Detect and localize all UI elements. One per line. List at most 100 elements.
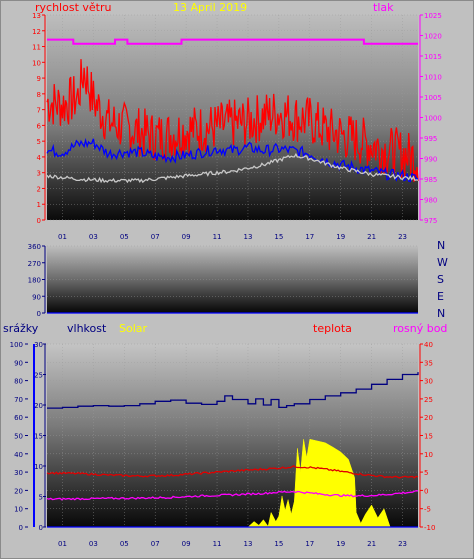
temperature-tick-label: 20 [424,414,433,422]
series-gust_low [46,152,419,184]
pressure-tick-label: 1025 [424,12,442,20]
direction-label-w: W [437,256,448,269]
series-pressure [47,38,418,45]
series-humidity [47,372,419,409]
wind-speed-tick-label: 4 [37,154,42,162]
legend-humidity: vlhkost [67,322,107,335]
direction-tick-label: 90 [32,293,41,301]
rain-tick-label: 90 [14,359,23,367]
pressure-tick-label: 1010 [424,74,442,82]
series-gust [46,59,419,182]
top-x-tick-label: 17 [305,233,314,241]
top-x-tick-label: 11 [213,233,222,241]
temperature-tick-label: 10 [424,451,433,459]
rain-tick-label: 50 [14,433,23,441]
legend-temperature: teplota [313,322,352,335]
temperature-tick-label: 30 [424,378,433,386]
series-dewpoint [46,490,419,501]
rain-tick-label: 10 [14,506,23,514]
pressure-label: tlak [373,1,394,14]
wind-speed-tick-label: 12 [32,28,41,36]
pressure-tick-label: 975 [424,217,437,225]
humidity-tick-label: 25 [34,372,43,380]
temperature-tick-label: 25 [424,396,433,404]
humidity-tick-label: 30 [34,341,43,349]
bottom-x-tick-label: 05 [120,540,129,548]
wind-speed-tick-label: 13 [32,12,41,20]
bottom-x-tick-label: 15 [274,540,283,548]
temperature-tick-label: 40 [424,341,433,349]
wind-speed-tick-label: 0 [37,217,41,225]
bottom-x-tick-label: 21 [367,540,376,548]
rain-tick-label: 20 [14,487,23,495]
wind-speed-tick-label: 1 [37,201,41,209]
humidity-tick-label: 10 [34,463,43,471]
bottom-x-tick-label: 03 [89,540,98,548]
wind-speed-tick-label: 5 [37,138,41,146]
wind-speed-tick-label: 2 [37,185,41,193]
top-title: 13 April 2019 [173,1,247,14]
direction-tick-label: 360 [28,243,41,251]
wind-speed-tick-label: 3 [37,170,41,178]
top-x-tick-label: 23 [398,233,407,241]
wind-speed-tick-label: 9 [37,75,41,83]
rain-tick-label: 100 [10,341,23,349]
series-wind_avg [46,137,419,183]
series-temperature [46,465,419,479]
pressure-tick-label: 1015 [424,53,442,61]
pressure-tick-label: 985 [424,176,437,184]
wind-speed-tick-label: 10 [32,59,41,67]
direction-label-s: S [437,273,444,286]
rain-tick-label: 30 [14,469,23,477]
humidity-tick-label: 20 [34,402,43,410]
pressure-tick-label: 980 [424,197,437,205]
temperature-tick-label: 5 [424,469,428,477]
direction-label-n2: N [437,307,445,320]
direction-label-n1: N [437,239,445,252]
humidity-tick-label: 0 [39,524,43,532]
direction-label-e: E [437,290,444,303]
top-x-tick-label: 21 [367,233,376,241]
pressure-tick-label: 1020 [424,33,442,41]
wind-speed-tick-label: 7 [37,107,41,115]
legend-dewpoint: rosný bod [393,322,447,335]
top-x-tick-label: 13 [243,233,252,241]
bottom-x-tick-label: 23 [398,540,407,548]
temperature-tick-label: -5 [424,506,431,514]
top-x-tick-label: 19 [336,233,345,241]
humidity-tick-label: 5 [39,494,43,502]
top-x-tick-label: 01 [58,233,67,241]
rain-tick-label: 60 [14,414,23,422]
direction-tick-label: 180 [28,277,41,285]
bottom-x-tick-label: 17 [305,540,314,548]
temperature-tick-label: 35 [424,359,433,367]
temperature-tick-label: 0 [424,487,428,495]
pressure-tick-label: 990 [424,156,437,164]
bottom-x-tick-label: 11 [213,540,222,548]
top-x-tick-label: 09 [182,233,191,241]
bottom-x-tick-label: 07 [151,540,160,548]
legend-rain: srážky [3,322,39,335]
bottom-x-tick-label: 01 [58,540,67,548]
top-x-tick-label: 03 [89,233,98,241]
direction-tick-label: 270 [28,260,41,268]
pressure-tick-label: 1005 [424,94,442,102]
bottom-x-tick-label: 19 [336,540,345,548]
pressure-tick-label: 1000 [424,115,442,123]
top-x-tick-label: 07 [151,233,160,241]
bottom-x-tick-label: 13 [243,540,252,548]
wind-speed-tick-label: 8 [37,91,41,99]
wind-speed-label: rychlost větru [35,1,111,14]
wind-speed-tick-label: 6 [37,122,42,130]
rain-tick-label: 40 [14,451,23,459]
direction-tick-label: 0 [37,310,41,318]
humidity-tick-label: 15 [34,433,43,441]
rain-tick-label: 70 [14,396,23,404]
top-x-tick-label: 15 [274,233,283,241]
temperature-tick-label: -10 [424,524,435,532]
legend-solar: Solar [119,322,148,335]
bottom-x-tick-label: 09 [182,540,191,548]
top-x-tick-label: 05 [120,233,129,241]
